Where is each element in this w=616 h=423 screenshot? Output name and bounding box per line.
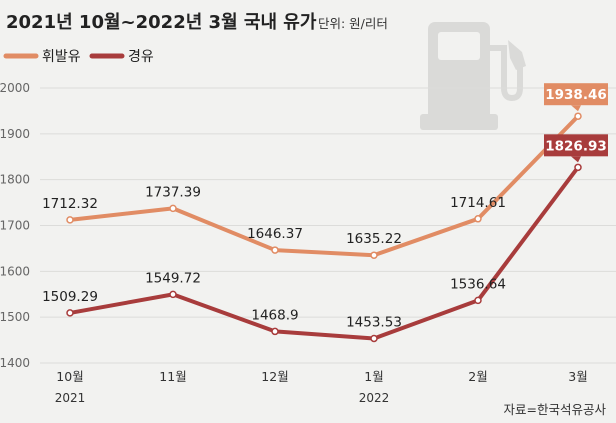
legend-label: 휘발유 [42,49,81,65]
data-label: 1509.29 [42,289,98,305]
data-label-callout-box [544,83,608,106]
data-labels: 1712.32 1737.39 1646.37 1635.22 1714.61 1938.… [42,83,608,330]
gridlines [40,87,616,364]
data-point [474,296,482,305]
x-tick-label: 12월 [261,369,288,384]
x-axis: 10월 11월 12월 1월 2월 3월 2021 2022 [55,369,588,405]
series-line [68,165,580,341]
series-layer [66,112,582,343]
data-point [370,251,378,259]
data-point [574,163,582,172]
data-point [169,204,177,213]
series-line [68,114,580,258]
data-label: 1536.64 [450,276,506,292]
data-label-callout: 1938.46 [545,87,607,103]
data-point [271,327,279,336]
y-tick-label: 1500 [0,310,30,324]
x-tick-label: 2월 [468,369,487,384]
data-point [370,334,378,343]
chart-title: 2021년 10월~2022년 3월 국내 유가 [6,12,317,33]
legend: 휘발유 경유 [3,49,154,65]
y-axis: 1400 1500 1600 1700 1800 1900 2000 [0,81,30,370]
fuel-pump-icon [420,22,526,130]
data-label: 1737.39 [145,184,201,200]
x-tick-label: 1월 [364,369,383,384]
unit-label: 단위: 원/리터 [318,16,388,31]
data-label-callout-pointer [571,105,581,112]
data-point [474,215,482,223]
x-tick-label: 10월 [56,369,83,384]
data-point [169,290,177,299]
x-tick-label: 11월 [159,369,186,384]
data-label-callout: 1826.93 [545,138,607,154]
data-label: 1646.37 [247,226,303,242]
y-tick-label: 1900 [0,127,30,141]
x-year-label: 2022 [359,391,390,405]
y-tick-label: 1400 [0,356,30,370]
data-point [271,246,279,254]
source-label: 자료=한국석유공사 [504,402,607,417]
data-label: 1468.9 [251,307,298,323]
y-tick-label: 1800 [0,173,30,187]
data-label: 1453.53 [346,314,402,330]
data-label-callout-box [544,134,608,157]
data-point [66,216,74,224]
data-label: 1549.72 [145,270,201,286]
data-point [66,309,74,317]
y-tick-label: 1600 [0,264,30,278]
x-year-label: 2021 [55,391,86,405]
y-tick-label: 2000 [0,81,30,95]
x-tick-label: 3월 [568,369,587,384]
data-label: 1635.22 [346,231,402,247]
y-tick-label: 1700 [0,219,30,233]
data-point [574,112,582,120]
data-label: 1714.61 [450,195,506,211]
data-label: 1712.32 [42,196,98,212]
data-label-callout-pointer [571,156,581,163]
legend-label: 경유 [128,49,154,65]
